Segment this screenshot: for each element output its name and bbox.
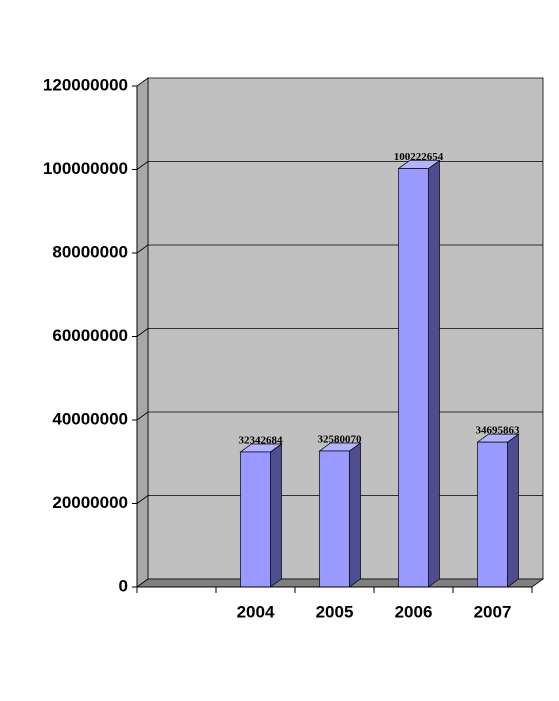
grid-line-side [136, 161, 149, 170]
grid-line-side [136, 495, 149, 504]
bar [319, 450, 350, 588]
bar-side [428, 159, 440, 588]
x-tick-label: 2005 [316, 602, 354, 621]
y-tick-label: 0 [119, 576, 128, 595]
grid-line-side [136, 328, 149, 337]
bars [239, 159, 520, 588]
x-tick-label: 2006 [395, 602, 433, 621]
bar-side [270, 443, 282, 588]
data-label: 34695863 [476, 425, 521, 437]
data-label: 100222654 [394, 151, 444, 163]
y-tick-label: 20000000 [52, 493, 128, 512]
bar-side [349, 442, 361, 588]
y-tick-label: 100000000 [43, 159, 128, 178]
data-label: 32342684 [239, 435, 284, 447]
y-tick-label: 80000000 [52, 242, 128, 261]
x-tick-label: 2007 [474, 602, 512, 621]
y-tick-label: 60000000 [52, 326, 128, 345]
grid-line-side [136, 244, 149, 254]
bar [240, 451, 271, 588]
grid-line-side [136, 411, 149, 421]
bar [398, 168, 429, 588]
data-label: 32580070 [318, 434, 363, 446]
bar [477, 441, 508, 588]
x-tick-label: 2004 [237, 602, 275, 621]
y-tick-label: 40000000 [52, 409, 128, 428]
y-tick-label: 120000000 [43, 75, 128, 94]
bar-side [507, 433, 519, 588]
labels: 0 20000000 40000000 60000000 80000000 1000000… [43, 75, 533, 621]
